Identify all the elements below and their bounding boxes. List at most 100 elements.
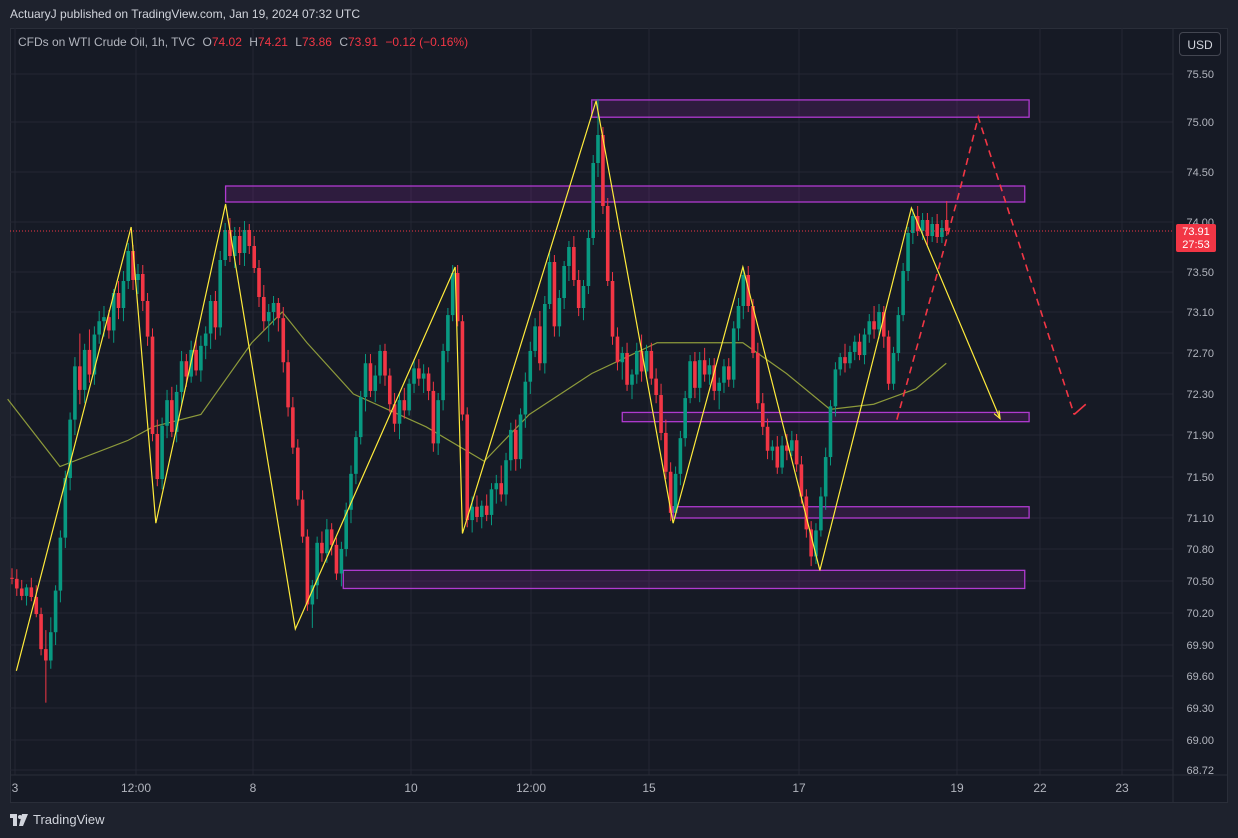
candle-body [736,306,741,329]
chart-frame[interactable] [10,28,1228,803]
candle-body [615,336,620,363]
candle [906,227,910,281]
candle [562,261,566,309]
candle-body [596,135,600,163]
candle [911,209,915,244]
legend-symbol[interactable]: CFDs on WTI Crude Oil, 1h, TVC [18,35,196,49]
legend-change: −0.12 (−0.16%) [385,35,469,49]
candle-body [790,440,794,451]
candle [702,347,707,382]
projection-arrow-tip [1073,403,1087,416]
candle [174,384,179,443]
price-tick-label: 74.50 [1186,167,1214,179]
candle [877,304,881,339]
candle-body [232,236,237,256]
candle-body [39,614,43,650]
price-tick-label: 72.70 [1186,348,1214,360]
candle-body [97,321,101,335]
candle [707,358,712,385]
candle [286,349,290,417]
candle [673,466,678,517]
candle-body [48,632,53,661]
candle-body [208,301,213,334]
candle-body [814,530,818,557]
candle-body [906,233,910,271]
candle-body [344,509,348,549]
candle-body [107,317,111,331]
candle [276,298,281,332]
tradingview-footer[interactable]: TradingView [10,812,105,827]
candle [930,217,934,242]
candle [363,354,368,412]
candle [925,213,930,245]
candle-body [446,315,450,351]
candle-body [639,350,644,372]
candle-body [417,368,421,379]
candle-body [174,391,179,432]
candle-body [499,483,504,495]
candle [852,335,857,361]
candle-body [102,317,106,322]
price-tick-label: 71.10 [1186,513,1214,525]
candle-body [804,496,809,530]
candle [116,281,121,320]
candle [828,400,833,466]
candle-body [664,432,668,472]
candle-body [310,585,315,605]
candle [78,333,82,405]
candle [615,327,620,371]
candle [688,355,692,404]
candle-body [591,163,595,238]
candle [320,531,324,562]
candle-body [809,529,813,557]
candle-body [426,373,431,391]
candle [605,198,610,286]
candle [634,342,639,384]
candle [819,487,823,537]
candle [339,541,344,587]
candle [179,350,184,407]
candle-body [799,464,804,497]
candle-body [160,425,164,480]
candle-body [930,224,934,236]
candle-body [843,357,847,364]
candle [68,412,72,491]
candle [315,536,319,600]
candle-body [325,529,329,554]
candle-body [944,220,949,231]
candle [39,607,43,656]
candle-body [489,489,494,515]
candle [160,417,164,490]
candle-body [702,360,707,375]
candle [291,397,295,454]
candle-body [770,446,775,451]
candle-body [155,433,160,480]
candle-body [34,597,39,615]
candle [741,267,746,320]
candle [223,223,227,266]
candle [780,436,784,474]
publisher-line: ActuaryJ published on TradingView.com, J… [10,7,360,21]
candle [581,280,586,321]
candle-body [63,478,68,538]
candle [610,272,615,345]
candle [136,264,140,294]
candle [484,494,489,522]
currency-button[interactable]: USD [1179,32,1221,56]
candle [421,364,426,393]
candle-body [170,400,174,432]
candle [19,579,24,601]
candle-body [203,333,208,346]
candle [528,341,533,394]
last-price-value: 73.91 [1182,226,1210,238]
candle [586,230,591,294]
legend-open: 74.02 [211,35,242,49]
candle [150,328,155,442]
candle-body [450,273,455,316]
zone-box [224,185,1026,203]
candle-body [349,473,353,510]
candle [257,260,261,307]
candle [465,407,470,528]
